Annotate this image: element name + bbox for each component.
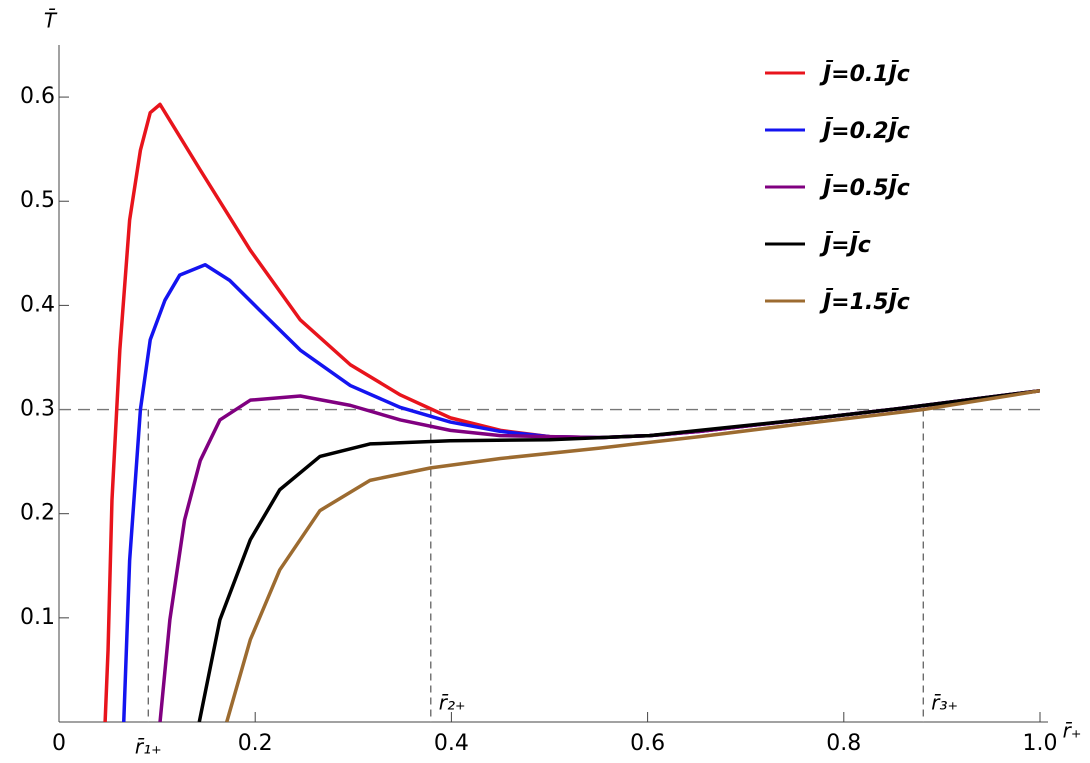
y-tick-label: 0.4	[20, 292, 55, 317]
legend-label: J̄=0.5J̄c	[819, 175, 910, 201]
y-tick-label: 0.6	[20, 84, 55, 109]
y-axis-label: T̄	[44, 8, 58, 33]
y-tick-label: 0.5	[20, 188, 55, 213]
y-tick-label: 0.2	[20, 501, 55, 526]
x-tick-label: 0.2	[238, 731, 273, 756]
legend-label: J̄=J̄c	[819, 232, 871, 258]
x-tick-label: 1.0	[1023, 731, 1058, 756]
series-line	[122, 263, 1040, 722]
annotation: r̄₁₊	[135, 735, 162, 759]
series-line	[158, 389, 1040, 722]
y-tick-label: 0.3	[20, 397, 55, 422]
y-tick-label: 0.1	[20, 605, 55, 630]
legend-label: J̄=0.1J̄c	[819, 61, 910, 87]
legend-label: J̄=1.5J̄c	[819, 289, 910, 315]
x-axis-label: r̄₊	[1063, 719, 1082, 743]
annotation: r̄₃₊	[931, 691, 958, 715]
x-tick-label: 0	[52, 731, 66, 756]
x-tick-label: 0.4	[434, 731, 469, 756]
x-tick-label: 0.6	[630, 731, 665, 756]
annotation: r̄₂₊	[439, 691, 466, 715]
series-line	[197, 389, 1040, 722]
legend-label: J̄=0.2J̄c	[819, 118, 910, 144]
x-tick-label: 0.8	[826, 731, 861, 756]
series-line	[225, 389, 1040, 722]
